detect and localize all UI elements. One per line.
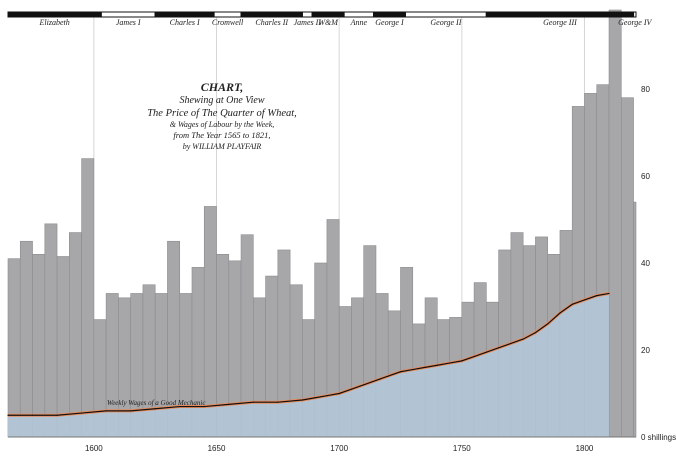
wage-point-1730 xyxy=(412,368,414,371)
reign-label-0: Elizabeth xyxy=(39,18,70,27)
reign-label-1: James I xyxy=(116,18,141,27)
wage-point-1710 xyxy=(363,384,365,386)
reign-label-4: Charles II xyxy=(255,18,288,27)
x-tick-label-1600: 1600 xyxy=(85,444,103,453)
wage-point-1685 xyxy=(301,399,303,401)
wage-point-1655 xyxy=(228,403,230,405)
x-tick-label-1700: 1700 xyxy=(330,444,348,453)
y-tick-label-20: 20 xyxy=(641,346,650,355)
wage-point-1700 xyxy=(338,392,340,395)
wage-point-1805 xyxy=(596,295,598,297)
y-tick-label-60: 60 xyxy=(641,172,650,181)
wage-point-1810 xyxy=(608,292,610,295)
reign-bar-9 xyxy=(404,11,487,18)
wage-point-1765 xyxy=(498,347,500,349)
reign-label-9: George II xyxy=(430,18,461,27)
wheat-bar-1595 xyxy=(81,158,95,438)
x-tick-label-1750: 1750 xyxy=(453,444,471,453)
y-tick-label-80: 80 xyxy=(641,85,650,94)
wage-point-1645 xyxy=(203,405,205,408)
reign-label-5: James II xyxy=(294,18,322,27)
wage-point-1750 xyxy=(461,360,463,362)
reign-timeline: Elizabeth James I Charles I Cromwell Charles… xyxy=(7,11,653,27)
wage-point-1785 xyxy=(547,323,549,325)
reign-label-2: Charles I xyxy=(170,18,200,27)
wage-point-1705 xyxy=(350,388,353,390)
wage-point-1585 xyxy=(56,414,58,416)
wage-point-1715 xyxy=(375,379,377,382)
reign-bar-7 xyxy=(343,11,375,18)
reign-bar-8 xyxy=(373,11,406,18)
wage-point-1740 xyxy=(436,364,438,366)
y-axis: 0 shillings 20 40 60 80 xyxy=(641,85,676,442)
wage-point-1790 xyxy=(559,312,561,314)
reign-label-3: Cromwell xyxy=(212,18,244,27)
wage-point-1575 xyxy=(31,414,34,416)
wheat-bar-1575 xyxy=(32,254,46,438)
title-line-4: & Wages of Labour by the Week, xyxy=(170,120,275,129)
title-line-5: from The Year 1565 to 1821, xyxy=(173,130,270,140)
wage-point-1675 xyxy=(277,401,279,403)
wheat-bar-1810 xyxy=(608,9,622,438)
wage-point-1725 xyxy=(399,371,402,373)
wheat-bar-1580 xyxy=(44,223,58,438)
wage-point-1755 xyxy=(473,355,475,358)
y-tick-label-0: 0 shillings xyxy=(641,433,676,442)
wage-series xyxy=(7,291,610,437)
reign-bar-4 xyxy=(240,11,303,18)
wheat-bar-1565 xyxy=(7,258,21,438)
reign-bar-5 xyxy=(301,11,313,18)
wage-point-1635 xyxy=(179,405,181,408)
wage-point-1595 xyxy=(80,412,83,414)
wage-point-1615 xyxy=(130,410,132,412)
title-line-1: CHART, xyxy=(201,80,244,94)
reign-bar-1 xyxy=(100,11,156,18)
wage-point-1775 xyxy=(522,338,524,340)
wage-point-1780 xyxy=(534,332,537,334)
x-axis: 1600 1650 1700 1750 1800 xyxy=(8,436,636,453)
title-line-6: by WILLIAM PLAYFAIR xyxy=(183,142,262,151)
wheat-bar-1585 xyxy=(56,256,70,438)
reign-label-11: George IV xyxy=(618,18,652,27)
reign-label-6: W&M xyxy=(318,18,339,27)
reign-bar-3 xyxy=(213,11,242,18)
wage-point-1625 xyxy=(154,408,156,410)
wheat-bar-1590 xyxy=(69,232,82,438)
wage-point-1665 xyxy=(252,401,254,403)
wage-point-1800 xyxy=(583,299,586,301)
wage-point-1795 xyxy=(571,303,573,305)
wage-point-1720 xyxy=(387,375,389,377)
wage-point-1770 xyxy=(510,342,512,345)
wheat-bar-1815 xyxy=(620,97,634,438)
wage-point-1760 xyxy=(485,351,487,353)
x-tick-label-1650: 1650 xyxy=(208,444,226,453)
x-tick-label-1800: 1800 xyxy=(576,444,594,453)
y-tick-label-40: 40 xyxy=(641,259,650,268)
reign-bar-0 xyxy=(7,11,102,18)
wage-line xyxy=(8,292,610,416)
title-line-2: Shewing at One View xyxy=(179,95,264,106)
wage-point-1690 xyxy=(314,397,316,399)
wheat-bar-1820 xyxy=(633,201,637,438)
wage-point-1565 xyxy=(7,414,9,416)
reign-bar-10 xyxy=(485,11,635,18)
wheat-bar-1645 xyxy=(203,206,217,438)
reign-label-8: George I xyxy=(375,18,404,27)
title-line-3: The Price of The Quarter of Wheat, xyxy=(147,108,297,119)
wage-point-1605 xyxy=(105,410,107,412)
wheat-bar-1570 xyxy=(19,240,33,438)
reign-bar-2 xyxy=(154,11,215,18)
wage-point-1695 xyxy=(326,395,328,397)
reign-bar-6 xyxy=(311,11,345,18)
wage-point-1745 xyxy=(448,362,451,364)
reign-label-10: George III xyxy=(543,18,577,27)
reign-label-7: Anne xyxy=(350,18,368,27)
wage-area xyxy=(8,293,610,437)
chart-title-block: CHART, Shewing at One View The Price of … xyxy=(147,80,297,151)
wage-point-1735 xyxy=(424,366,426,368)
wage-series-label: Weekly Wages of a Good Mechanic xyxy=(107,399,206,407)
